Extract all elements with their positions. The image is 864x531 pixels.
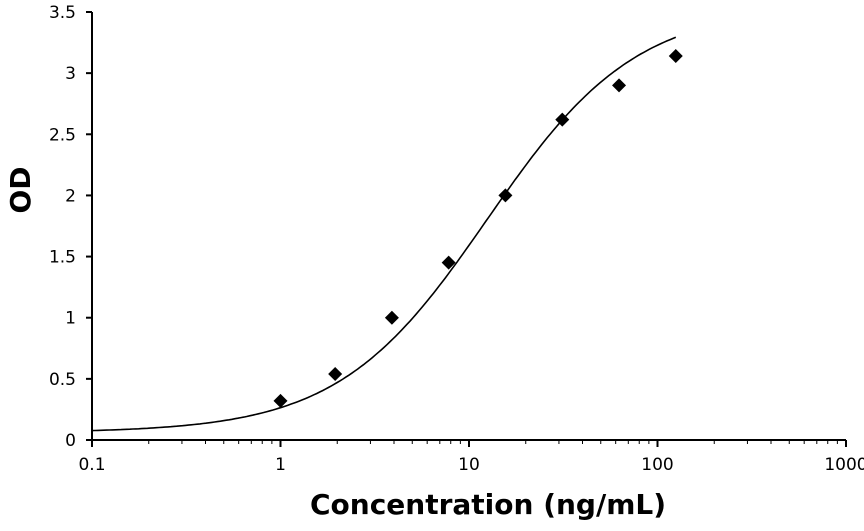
x-tick-label: 1 (275, 455, 286, 475)
x-tick-label: 0.1 (78, 455, 105, 475)
y-axis-title: OD (4, 166, 37, 213)
data-points (273, 49, 683, 408)
data-point-marker (668, 49, 683, 64)
y-tick-label: 1 (65, 309, 76, 329)
x-axis: 0.1 1 10 100 1000 (78, 439, 864, 475)
data-point-marker (328, 366, 343, 381)
data-point-marker (555, 112, 570, 127)
y-tick-label: 2.5 (49, 125, 76, 145)
data-point-marker (612, 78, 627, 93)
y-tick-label: 3 (65, 64, 76, 84)
x-axis-title: Concentration (ng/mL) (310, 488, 666, 521)
data-point-marker (498, 188, 513, 203)
y-tick-label: 1.5 (49, 248, 76, 268)
x-tick-label: 100 (641, 455, 673, 475)
y-tick-label: 2 (65, 186, 76, 206)
data-point-marker (273, 393, 288, 408)
data-point-marker (384, 310, 399, 325)
x-tick-label: 1000 (824, 455, 864, 475)
y-axis: 0 0.5 1 1.5 2 2.5 3 3.5 (49, 3, 93, 451)
y-ticks: 0 0.5 1 1.5 2 2.5 3 3.5 (49, 3, 92, 451)
fit-curve (91, 36, 677, 432)
x-tick-label: 10 (458, 455, 480, 475)
y-tick-label: 3.5 (49, 3, 76, 23)
x-ticks: 0.1 1 10 100 1000 (78, 440, 864, 475)
y-tick-label: 0 (65, 431, 76, 451)
data-point-marker (441, 255, 456, 270)
y-tick-label: 0.5 (49, 370, 76, 390)
